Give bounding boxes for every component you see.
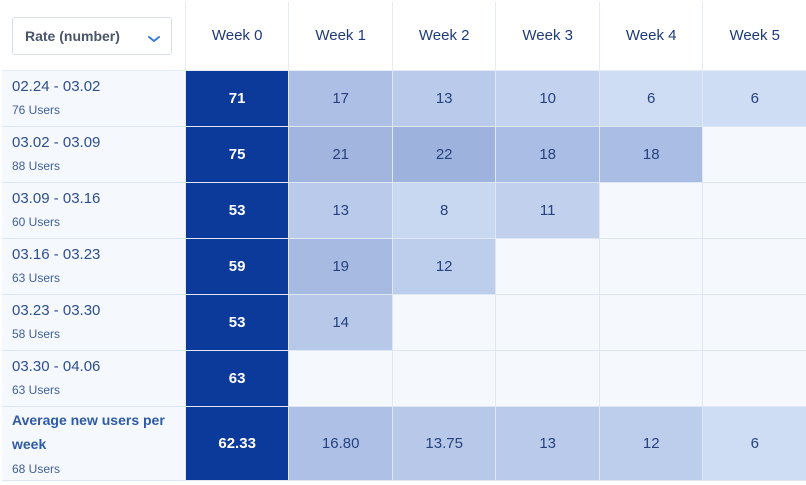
cohort-range: 03.02 - 03.09 [12,134,101,151]
retention-cell-week-1[interactable]: 21 [288,126,393,183]
cohort-label: 03.09 - 03.16 60 Users [2,182,186,239]
cohort-users: 63 Users [12,271,61,285]
table-row: 03.09 - 03.16 60 Users 53 13 8 11 [2,182,806,239]
week-header-1[interactable]: Week 1 [288,2,393,71]
average-cell-week-2[interactable]: 13.75 [391,406,496,481]
cohort-range: 03.30 - 04.06 [12,358,101,375]
cohort-label: 02.24 - 03.02 76 Users [2,70,186,127]
retention-cell-week-3[interactable] [495,350,600,407]
retention-cell-week-3[interactable] [495,294,600,351]
cohort-range: 02.24 - 03.02 [12,78,101,95]
cohort-range: 03.23 - 03.30 [12,302,101,319]
cohort-label: 03.02 - 03.09 88 Users [2,126,186,183]
retention-cell-week-5[interactable] [702,238,806,295]
average-cell-week-3[interactable]: 13 [495,406,600,481]
retention-cell-week-5[interactable] [702,294,806,351]
average-title: Average new users per week [12,412,165,452]
retention-cell-week-0[interactable]: 71 [184,70,289,127]
retention-cell-week-4[interactable] [598,238,703,295]
table-row: 03.16 - 03.23 63 Users 59 19 12 [2,238,806,295]
retention-cell-week-1[interactable]: 14 [288,294,393,351]
week-header-2[interactable]: Week 2 [391,2,496,71]
retention-cell-week-4[interactable] [598,350,703,407]
cohort-label: 03.23 - 03.30 58 Users [2,294,186,351]
retention-cell-week-2[interactable]: 13 [391,70,496,127]
retention-cell-week-5[interactable] [702,126,806,183]
retention-cell-week-0[interactable]: 53 [184,294,289,351]
cohort-users: 63 Users [12,383,61,397]
average-users: 68 Users [12,462,61,476]
retention-cell-week-1[interactable]: 19 [288,238,393,295]
table-row: 03.30 - 04.06 63 Users 63 [2,350,806,407]
week-header-4[interactable]: Week 4 [598,2,703,71]
retention-cell-week-4[interactable]: 6 [598,70,703,127]
cohort-range: 03.16 - 03.23 [12,246,101,263]
cohort-label: 03.30 - 04.06 63 Users [2,350,186,407]
retention-cell-week-3[interactable] [495,238,600,295]
retention-cell-week-2[interactable] [391,350,496,407]
rate-select-value: Rate (number) [25,27,120,44]
retention-cell-week-2[interactable]: 22 [391,126,496,183]
retention-cell-week-0[interactable]: 59 [184,238,289,295]
retention-cell-week-1[interactable]: 17 [288,70,393,127]
average-cell-week-4[interactable]: 12 [598,406,703,481]
average-cell-week-5[interactable]: 6 [702,406,806,481]
header-corner: Rate (number) [2,2,186,71]
average-cell-week-1[interactable]: 16.80 [288,406,393,481]
retention-cell-week-2[interactable] [391,294,496,351]
cohort-body: 02.24 - 03.02 76 Users 71 17 13 10 6 6 03.02 - 0… [2,70,806,481]
retention-cell-week-5[interactable] [702,350,806,407]
retention-cell-week-3[interactable]: 18 [495,126,600,183]
cohort-users: 76 Users [12,103,61,117]
average-cell-week-0[interactable]: 62.33 [184,406,289,481]
retention-cell-week-0[interactable]: 53 [184,182,289,239]
retention-cell-week-3[interactable]: 10 [495,70,600,127]
retention-cell-week-0[interactable]: 63 [184,350,289,407]
cohort-users: 60 Users [12,215,61,229]
retention-cell-week-4[interactable] [598,182,703,239]
table-row: 03.23 - 03.30 58 Users 53 14 [2,294,806,351]
retention-cell-week-3[interactable]: 11 [495,182,600,239]
table-row: 03.02 - 03.09 88 Users 75 21 22 18 18 [2,126,806,183]
retention-cell-week-5[interactable]: 6 [702,70,806,127]
average-row: Average new users per week 68 Users 62.33 1… [2,406,806,481]
cohort-label: 03.16 - 03.23 63 Users [2,238,186,295]
cohort-users: 58 Users [12,327,61,341]
week-header-5[interactable]: Week 5 [702,2,806,71]
retention-cell-week-4[interactable]: 18 [598,126,703,183]
retention-cell-week-5[interactable] [702,182,806,239]
week-header-0[interactable]: Week 0 [184,2,289,71]
cohort-range: 03.09 - 03.16 [12,190,101,207]
week-header-3[interactable]: Week 3 [495,2,600,71]
retention-cell-week-2[interactable]: 12 [391,238,496,295]
cohort-users: 88 Users [12,159,61,173]
chevron-down-icon [147,31,161,42]
retention-cell-week-4[interactable] [598,294,703,351]
retention-cell-week-2[interactable]: 8 [391,182,496,239]
rate-select[interactable]: Rate (number) [12,16,172,55]
retention-cell-week-1[interactable]: 13 [288,182,393,239]
retention-cell-week-1[interactable] [288,350,393,407]
retention-cell-week-0[interactable]: 75 [184,126,289,183]
table-row: 02.24 - 03.02 76 Users 71 17 13 10 6 6 [2,70,806,127]
average-label: Average new users per week 68 Users [2,406,186,481]
header-row: Rate (number) Week 0 Week 1 Week 2 Week … [2,2,806,71]
